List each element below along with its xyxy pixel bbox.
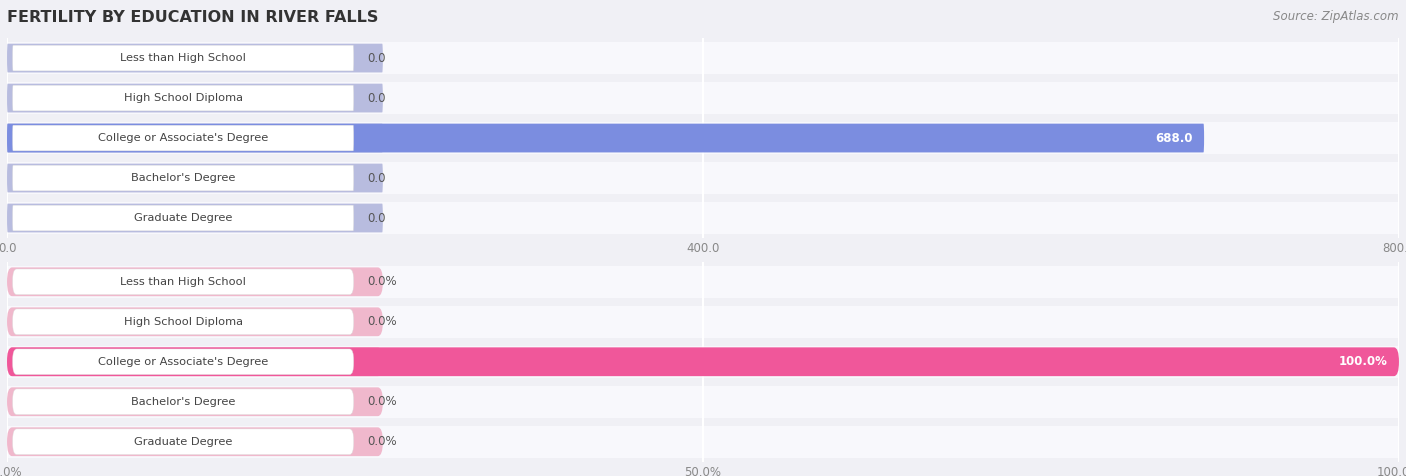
FancyBboxPatch shape: [13, 429, 354, 455]
FancyBboxPatch shape: [7, 122, 1399, 154]
Text: 0.0%: 0.0%: [367, 435, 396, 448]
Text: Bachelor's Degree: Bachelor's Degree: [131, 397, 235, 407]
FancyBboxPatch shape: [13, 165, 354, 191]
Text: High School Diploma: High School Diploma: [124, 93, 243, 103]
Text: 0.0%: 0.0%: [367, 315, 396, 328]
FancyBboxPatch shape: [7, 84, 382, 112]
Text: High School Diploma: High School Diploma: [124, 317, 243, 327]
FancyBboxPatch shape: [7, 266, 1399, 298]
FancyBboxPatch shape: [7, 202, 1399, 234]
Text: 0.0%: 0.0%: [367, 275, 396, 288]
FancyBboxPatch shape: [13, 309, 354, 335]
Text: 0.0: 0.0: [367, 171, 387, 185]
FancyBboxPatch shape: [13, 85, 354, 111]
FancyBboxPatch shape: [7, 347, 382, 376]
FancyBboxPatch shape: [13, 125, 354, 151]
FancyBboxPatch shape: [7, 307, 382, 336]
Text: 0.0: 0.0: [367, 51, 387, 65]
Text: Less than High School: Less than High School: [120, 277, 246, 287]
FancyBboxPatch shape: [7, 162, 1399, 194]
Text: College or Associate's Degree: College or Associate's Degree: [98, 357, 269, 367]
FancyBboxPatch shape: [7, 386, 1399, 418]
FancyBboxPatch shape: [13, 269, 354, 295]
Text: 0.0%: 0.0%: [367, 395, 396, 408]
FancyBboxPatch shape: [7, 204, 382, 232]
Text: Graduate Degree: Graduate Degree: [134, 213, 232, 223]
Text: Bachelor's Degree: Bachelor's Degree: [131, 173, 235, 183]
Text: 688.0: 688.0: [1156, 131, 1192, 145]
FancyBboxPatch shape: [13, 389, 354, 415]
FancyBboxPatch shape: [7, 82, 1399, 114]
FancyBboxPatch shape: [7, 426, 1399, 458]
FancyBboxPatch shape: [7, 164, 382, 192]
FancyBboxPatch shape: [7, 306, 1399, 338]
FancyBboxPatch shape: [7, 387, 382, 416]
Text: Less than High School: Less than High School: [120, 53, 246, 63]
Text: 0.0: 0.0: [367, 211, 387, 225]
FancyBboxPatch shape: [13, 45, 354, 71]
Text: Source: ZipAtlas.com: Source: ZipAtlas.com: [1274, 10, 1399, 22]
FancyBboxPatch shape: [7, 124, 1204, 152]
Text: Graduate Degree: Graduate Degree: [134, 436, 232, 447]
FancyBboxPatch shape: [7, 427, 382, 456]
FancyBboxPatch shape: [7, 268, 382, 296]
FancyBboxPatch shape: [7, 347, 1399, 376]
Text: 100.0%: 100.0%: [1339, 355, 1388, 368]
Text: College or Associate's Degree: College or Associate's Degree: [98, 133, 269, 143]
FancyBboxPatch shape: [13, 205, 354, 231]
Text: 0.0: 0.0: [367, 91, 387, 105]
FancyBboxPatch shape: [7, 346, 1399, 378]
FancyBboxPatch shape: [7, 42, 1399, 74]
Text: FERTILITY BY EDUCATION IN RIVER FALLS: FERTILITY BY EDUCATION IN RIVER FALLS: [7, 10, 378, 25]
FancyBboxPatch shape: [7, 44, 382, 72]
FancyBboxPatch shape: [13, 349, 354, 375]
FancyBboxPatch shape: [7, 124, 382, 152]
